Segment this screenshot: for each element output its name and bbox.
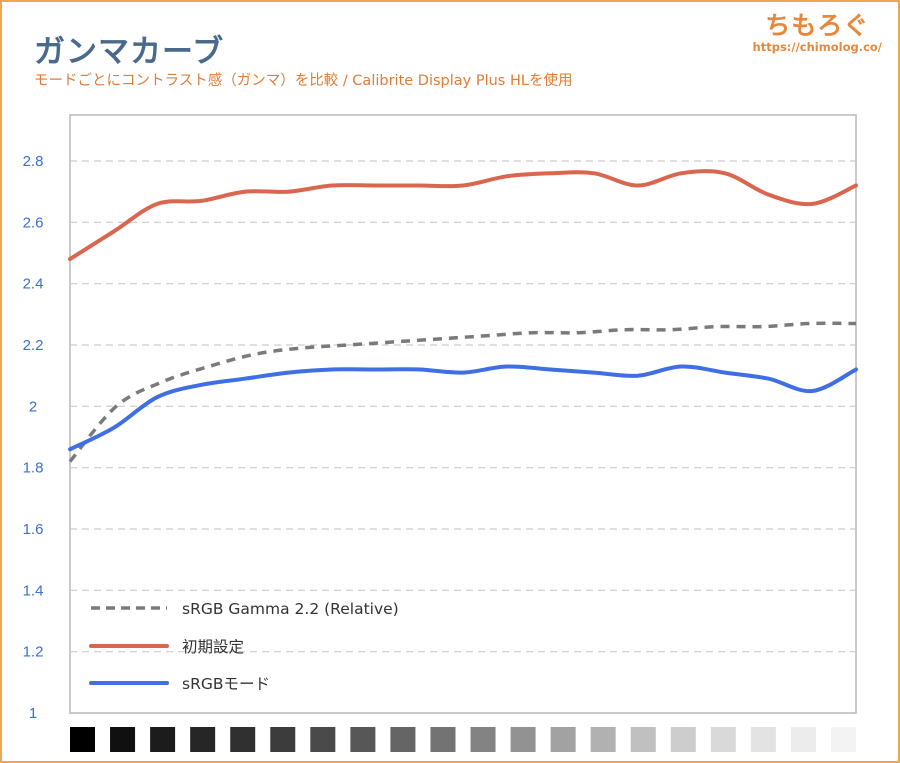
gray-step (310, 727, 336, 752)
gray-step (670, 727, 696, 752)
logo-url: https://chimolog.co/ (752, 40, 882, 54)
gray-step (710, 727, 736, 752)
legend-label-1: 初期設定 (182, 638, 244, 656)
gray-step (190, 727, 216, 752)
gray-step (150, 727, 176, 752)
chart-subtitle: モードごとにコントラスト感（ガンマ）を比較 / Calibrite Displa… (34, 73, 573, 89)
series-line-2 (68, 364, 858, 452)
y-tick-label: 1.6 (23, 521, 44, 538)
gray-step (470, 727, 496, 752)
gray-step (630, 727, 656, 752)
plot-area (69, 114, 857, 714)
y-tick-label: 2.8 (23, 153, 44, 170)
gray-step (110, 727, 136, 752)
y-tick-label: 2.4 (23, 276, 44, 293)
gray-step (430, 727, 456, 752)
gray-step (790, 727, 816, 752)
gray-step (750, 727, 776, 752)
gray-step (390, 727, 416, 752)
gray-step (510, 727, 536, 752)
gray-step (550, 727, 576, 752)
gray-step (590, 727, 616, 752)
y-tick-label: 1 (29, 705, 37, 722)
legend-label-0: sRGB Gamma 2.2 (Relative) (182, 600, 399, 618)
logo-text: ちもろぐ (765, 11, 870, 40)
series-line-1 (68, 169, 858, 262)
gray-step (270, 727, 296, 752)
gray-step (70, 727, 95, 752)
legend-label-2: sRGBモード (182, 675, 270, 693)
series-line-0 (68, 321, 857, 463)
y-tick-label: 2.2 (23, 337, 44, 354)
y-tick-label: 1.4 (23, 582, 44, 599)
gray-step (230, 727, 256, 752)
y-tick-label: 1.8 (23, 460, 44, 477)
gray-step (350, 727, 376, 752)
gray-step (831, 727, 856, 752)
y-tick-label: 2 (29, 398, 37, 415)
site-logo[interactable]: ちもろぐ https://chimolog.co/ (753, 6, 882, 54)
chart-title: ガンマカーブ (34, 34, 225, 70)
y-tick-label: 1.2 (23, 644, 44, 661)
y-tick-label: 2.6 (23, 214, 44, 231)
